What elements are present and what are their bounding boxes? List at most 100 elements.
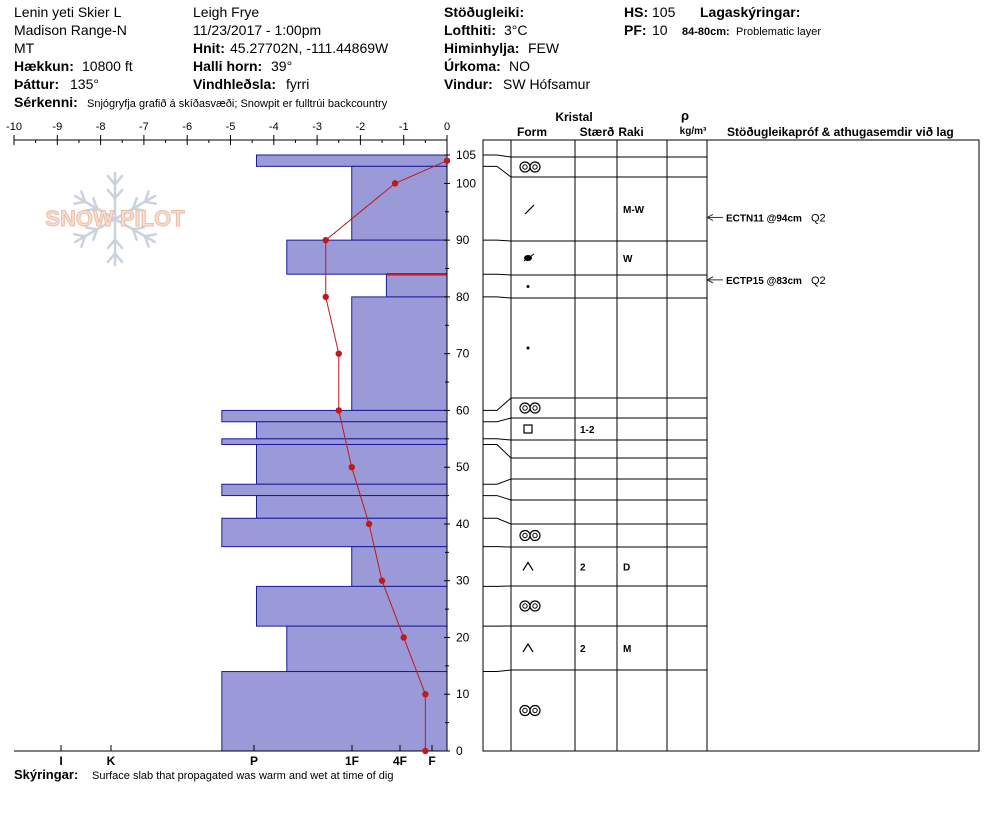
temperature-point: [348, 463, 355, 471]
layer-note-text: Problematic layer: [736, 26, 821, 38]
hardness-bar: [255, 154, 448, 167]
rounded-grain-icon: [519, 402, 531, 414]
layer-notes-label: Lagaskýringar:: [700, 4, 800, 20]
temperature-line: [325, 160, 448, 751]
layer-moisture: M-W: [623, 205, 645, 216]
pf-value: 10: [652, 22, 668, 38]
temp-tick-label: 0: [444, 121, 450, 133]
hardness-tick-label: 1F: [345, 754, 359, 768]
precip-value: NO: [509, 58, 530, 74]
temperature-point: [378, 577, 386, 584]
layer-table: Kristal Form Stærð Raki ρ kg/m³ Stöðugle…: [482, 108, 980, 752]
aspect-label: Þáttur:: [14, 76, 59, 92]
layer-connector: [483, 273, 512, 276]
slope-value: 39°: [271, 58, 292, 74]
precip-particle-icon: [526, 285, 530, 288]
hardness-tick-label: I: [59, 754, 62, 768]
hardness-bar: [255, 421, 448, 440]
temp-tick-label: -10: [6, 121, 22, 133]
flake-branch: [131, 226, 146, 231]
hardness-bar: [221, 483, 448, 497]
depth-tick-label: 70: [456, 347, 470, 361]
melt-form-icon: [523, 253, 535, 262]
depth-tick-label: 100: [456, 176, 476, 190]
hardness-tick-label: K: [107, 754, 116, 768]
temperature-profile: [322, 157, 451, 755]
hs-value: 105: [652, 4, 676, 20]
hardness-bar: [221, 409, 448, 423]
flake-branch: [113, 188, 124, 200]
flake-branch: [92, 228, 99, 241]
depth-tick-label: 105: [456, 148, 476, 162]
hardness-bar: [286, 239, 448, 275]
flake-branch: [92, 197, 99, 210]
hardness-bar: [221, 517, 448, 548]
coords-label: Hnit:: [193, 40, 225, 56]
hardness-bar: [385, 273, 448, 298]
temp-tick-label: -7: [139, 121, 149, 133]
depth-tick-label: 30: [456, 574, 470, 588]
left-axes: -10 -9 -8 -7 -6 -5 -4 -3 -2 -1 0I K P 1F 4F F1051009080…: [6, 121, 476, 768]
rounded-grain-icon: [519, 529, 531, 542]
specifics-value: Snjógryfja grafið á skíðasvæði; Snowpit …: [87, 98, 388, 110]
layer-connector: [483, 443, 512, 459]
temp-tick-label: -6: [182, 121, 192, 133]
density-unit-header: kg/m³: [680, 126, 707, 137]
temp-tick-label: -4: [269, 121, 279, 133]
hardness-bar: [351, 296, 448, 411]
rounded-grain-icon: [529, 402, 541, 414]
temperature-point: [400, 634, 407, 641]
comments-value: Surface slab that propagated was warm an…: [92, 770, 393, 782]
depth-hoar-icon: [522, 561, 534, 571]
sky-value: FEW: [528, 40, 560, 56]
slope-label: Halli horn:: [193, 58, 262, 74]
flake-branch: [84, 207, 99, 212]
wind-label: Vindur:: [444, 76, 493, 92]
test-quality: Q2: [811, 212, 826, 224]
rounded-grain-icon: [522, 532, 528, 539]
depth-tick-label: 10: [456, 687, 470, 701]
flake-arm: [73, 194, 117, 221]
temp-tick-label: -1: [399, 121, 409, 133]
test-result: ECTN11 @94cm: [726, 213, 802, 224]
rounded-grain-icon: [522, 405, 528, 411]
temperature-point: [335, 407, 342, 414]
rounded-grain-icon: [532, 164, 538, 170]
rounded-grain-icon: [519, 600, 531, 612]
observation-datetime: 11/23/2017 - 1:00pm: [193, 22, 321, 38]
rounded-grain-icon: [529, 600, 541, 612]
temp-tick-label: -9: [52, 121, 62, 133]
rounded-grain-icon: [519, 704, 531, 717]
tests-header: Stöðugleikapróf & athugasemdir við lag: [727, 125, 954, 139]
layer-connector: [483, 165, 512, 178]
hardness-profile: [221, 154, 448, 752]
depth-tick-label: 20: [456, 630, 470, 644]
rho-header: ρ: [681, 108, 689, 123]
temperature-point: [443, 157, 451, 164]
flake-branch: [143, 190, 150, 203]
flake-arm: [73, 217, 117, 244]
flake-branch: [73, 233, 87, 238]
flake-branch: [106, 174, 117, 186]
precip-label: Úrkoma:: [444, 57, 501, 74]
flake-branch: [131, 197, 138, 210]
air-temp-label: Lofthiti:: [444, 22, 496, 38]
test-arrow-head: [705, 213, 714, 221]
decomposing-grain-icon: [524, 204, 535, 215]
temperature-point: [322, 236, 329, 244]
temperature-point: [422, 691, 429, 698]
hardness-bar: [221, 671, 448, 752]
layer-size: 1-2: [580, 425, 595, 436]
layer-moisture: W: [623, 254, 633, 265]
flake-branch: [143, 233, 157, 238]
comments-label: Skýringar:: [14, 767, 78, 782]
temp-tick-label: -8: [96, 121, 106, 133]
elevation-label: Hækkun:: [14, 58, 74, 74]
temp-tick-label: -3: [312, 121, 322, 133]
rounded-grain-icon: [522, 164, 528, 170]
layer-connector: [483, 517, 512, 525]
wind-value: SW Hófsamur: [503, 76, 590, 92]
flake-branch: [113, 174, 124, 186]
sky-label: Himinhylja:: [444, 40, 519, 56]
hardness-bar: [351, 546, 448, 587]
